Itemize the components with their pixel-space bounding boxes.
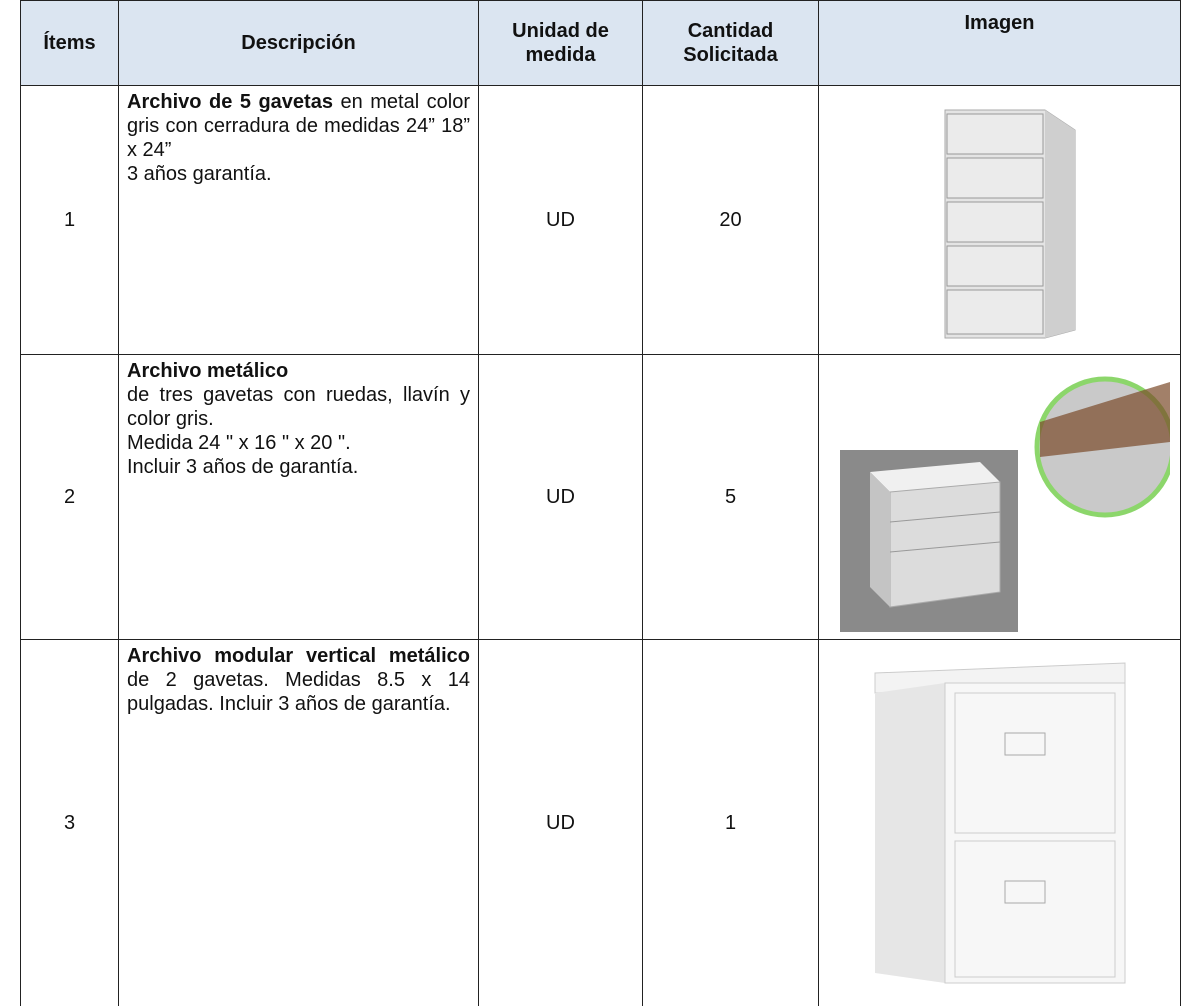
description-cell: Archivo de 5 gavetas en metal color gris…	[119, 86, 479, 355]
row: 2 Archivo metálico de tres gavetas con r…	[21, 355, 1181, 640]
description-cell: Archivo metálico de tres gavetas con rue…	[119, 355, 479, 640]
image-cell	[819, 640, 1181, 1006]
unit-cell: UD	[479, 640, 643, 1006]
row: 3 Archivo modular vertical metálico de 2…	[21, 640, 1181, 1006]
item-cell: 1	[21, 86, 119, 355]
quantity-cell: 1	[643, 640, 819, 1006]
header-cell: Ítems	[21, 1, 119, 86]
row: 1 Archivo de 5 gavetas en metal color gr…	[21, 86, 1181, 355]
description-text: de tres gavetas con ruedas, llavín y col…	[127, 384, 470, 478]
image-cell	[819, 355, 1181, 640]
description-cell: Archivo modular vertical metálico de 2 g…	[119, 640, 479, 1006]
description-bold: Archivo de 5 gavetas	[127, 91, 333, 113]
description-text: de 2 gavetas. Medidas 8.5 x 14 pulgadas.…	[127, 669, 470, 715]
unit-cell: UD	[479, 86, 643, 355]
cabinet-image	[855, 653, 1145, 993]
unit-cell: UD	[479, 355, 643, 640]
item-cell: 2	[21, 355, 119, 640]
image-cell	[819, 86, 1181, 355]
header-row: Ítems Descripción Unidad de medida Canti…	[21, 1, 1181, 86]
cabinet-image	[915, 100, 1085, 340]
item-cell: 3	[21, 640, 119, 1006]
description-bold: Archivo modular vertical metálico	[127, 645, 470, 667]
items-table: Ítems Descripción Unidad de medida Canti…	[20, 0, 1181, 1006]
header-cell: Unidad de medida	[479, 1, 643, 86]
description-bold: Archivo metálico	[127, 360, 288, 382]
header-cell: Descripción	[119, 1, 479, 86]
quantity-cell: 20	[643, 86, 819, 355]
quantity-cell: 5	[643, 355, 819, 640]
header-cell: Imagen	[819, 1, 1181, 86]
cabinet-image	[830, 362, 1170, 632]
header-cell: Cantidad Solicitada	[643, 1, 819, 86]
